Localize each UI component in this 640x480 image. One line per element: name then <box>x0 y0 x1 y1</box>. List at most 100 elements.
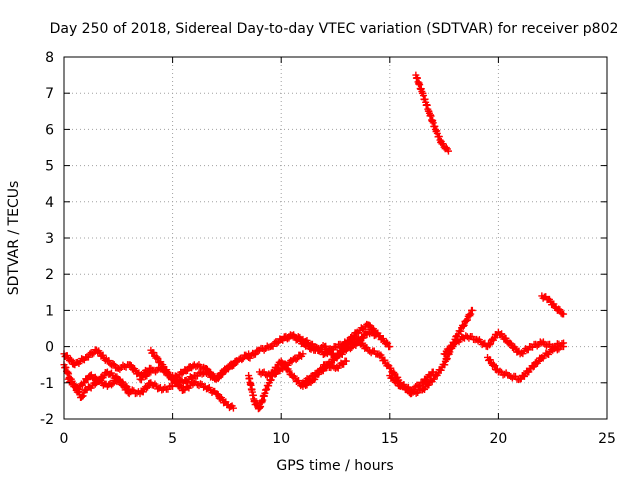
trail-marker <box>251 350 259 358</box>
data-point <box>114 364 122 372</box>
trail-marker <box>349 339 357 347</box>
trail-marker <box>262 371 270 379</box>
plot-frame <box>63 56 608 420</box>
data-point <box>266 343 274 351</box>
data-point <box>288 332 296 340</box>
data-point <box>201 382 209 390</box>
data-point <box>440 361 448 369</box>
y-tick-label: 1 <box>45 303 54 319</box>
trail-marker <box>457 327 465 335</box>
data-point <box>505 339 513 347</box>
trail-marker <box>460 321 468 329</box>
data-point <box>201 368 209 376</box>
data-point <box>310 346 318 354</box>
y-tick-label: 5 <box>45 159 54 175</box>
trail-marker <box>466 312 474 320</box>
data-point <box>103 382 111 390</box>
series-arc-6 <box>169 350 253 387</box>
data-point <box>444 147 452 155</box>
data-point <box>425 107 433 115</box>
data-point <box>494 328 502 336</box>
data-point <box>212 375 220 383</box>
data-point <box>169 372 177 380</box>
data-point <box>158 386 166 394</box>
data-point <box>473 335 481 343</box>
data-point <box>364 321 372 329</box>
trail-marker <box>403 385 411 393</box>
data-point <box>321 343 329 351</box>
series-arc-18 <box>538 292 568 318</box>
data-point <box>549 346 557 354</box>
data-point <box>93 346 101 354</box>
data-point <box>551 303 559 311</box>
data-point <box>262 386 270 394</box>
trail-marker <box>326 360 334 368</box>
data-point <box>364 346 372 354</box>
trail-marker <box>360 325 368 333</box>
data-point <box>71 361 79 369</box>
trail-marker <box>91 380 99 388</box>
data-point <box>179 379 187 387</box>
trail-marker <box>153 353 161 361</box>
data-point <box>527 364 535 372</box>
trail-marker <box>360 334 368 342</box>
data-points <box>60 71 568 413</box>
trail-marker <box>545 350 553 358</box>
data-point <box>223 401 231 409</box>
trail-marker <box>143 372 151 380</box>
data-point <box>386 372 394 380</box>
data-point <box>71 382 79 390</box>
y-tick-label: 3 <box>45 231 54 247</box>
series-arc-5 <box>147 346 237 412</box>
x-axis-label: GPS time / hours <box>276 458 393 474</box>
data-point <box>505 372 513 380</box>
trail-marker <box>173 373 181 381</box>
data-point <box>560 310 568 318</box>
trail-marker <box>533 342 541 350</box>
data-point <box>251 401 259 409</box>
trail-marker <box>144 383 152 391</box>
x-tick-label: 5 <box>168 431 177 447</box>
trail-marker <box>489 360 497 368</box>
data-point <box>429 368 437 376</box>
trail-marker <box>502 334 510 342</box>
trail-marker <box>425 381 433 389</box>
trail-marker <box>398 382 406 390</box>
data-point <box>288 357 296 365</box>
data-point <box>147 346 155 354</box>
y-tick-label: -1 <box>40 376 54 392</box>
data-point <box>103 368 111 376</box>
data-point <box>223 364 231 372</box>
trail-marker <box>314 344 322 352</box>
trail-marker <box>238 356 246 364</box>
data-point <box>342 357 350 365</box>
trail-marker <box>108 381 116 389</box>
series-arc-3 <box>64 368 133 401</box>
data-point <box>516 350 524 358</box>
trail-marker <box>292 356 300 364</box>
data-point <box>245 372 253 380</box>
data-point <box>299 339 307 347</box>
data-point <box>353 335 361 343</box>
axis-ticks: 0 5 10 15 20 25 -2 -1 0 1 2 3 4 5 6 7 8 <box>40 50 616 447</box>
data-point <box>418 379 426 387</box>
x-tick-label: 25 <box>598 431 616 447</box>
data-point <box>114 375 122 383</box>
data-point <box>397 382 405 390</box>
data-point <box>212 390 220 398</box>
trail-marker <box>501 370 509 378</box>
data-point <box>266 372 274 380</box>
y-tick-label: 0 <box>45 340 54 356</box>
data-point <box>190 361 198 369</box>
data-point <box>136 390 144 398</box>
data-point <box>245 353 253 361</box>
y-tick-label: 7 <box>45 86 54 102</box>
y-tick-label: 2 <box>45 267 54 283</box>
trail-marker <box>383 338 391 346</box>
trail-marker <box>446 346 454 354</box>
trail-marker <box>109 360 117 368</box>
trail-marker <box>124 389 132 397</box>
data-point <box>342 343 350 351</box>
data-point <box>429 375 437 383</box>
